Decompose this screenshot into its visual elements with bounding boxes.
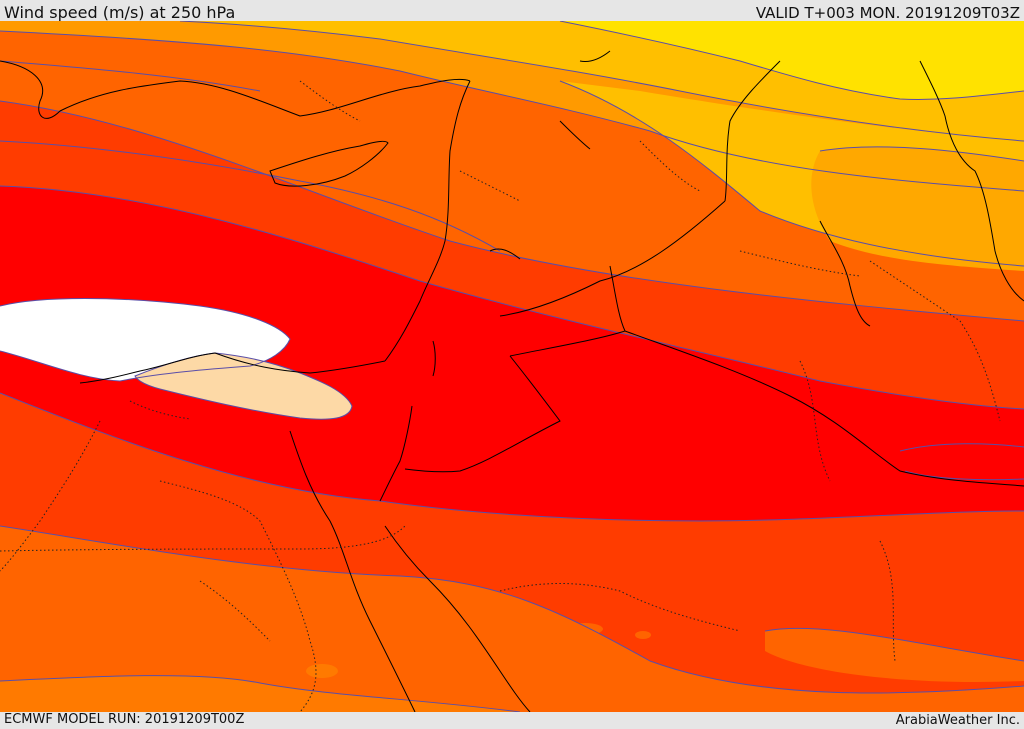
band-orange-lower (0, 526, 1024, 712)
red-blob-east (900, 443, 1024, 480)
band-yellow (560, 21, 1024, 100)
max-wind-peach (135, 353, 352, 420)
band-orange-pocket (811, 146, 1024, 271)
map-canvas (0, 21, 1024, 712)
blob-2 (635, 631, 651, 639)
blob-1 (567, 623, 603, 635)
coastlines (0, 50, 1024, 712)
credit-label: ArabiaWeather Inc. (895, 713, 1020, 728)
band-red (0, 186, 1024, 521)
borders-dotted (0, 80, 1001, 712)
wind-speed-map (0, 21, 1024, 712)
band-orange-south (0, 675, 520, 712)
map-footer: ECMWF MODEL RUN: 20191209T00Z ArabiaWeat… (0, 712, 1024, 729)
valid-time: VALID T+003 MON. 20191209T03Z (755, 4, 1020, 22)
contour-lines (0, 21, 1024, 712)
map-title: Wind speed (m/s) at 250 hPa (4, 3, 236, 22)
map-header: Wind speed (m/s) at 250 hPa VALID T+003 … (0, 0, 1024, 22)
model-run-label: ECMWF MODEL RUN: 20191209T00Z (4, 712, 245, 727)
blob-3 (306, 664, 338, 678)
